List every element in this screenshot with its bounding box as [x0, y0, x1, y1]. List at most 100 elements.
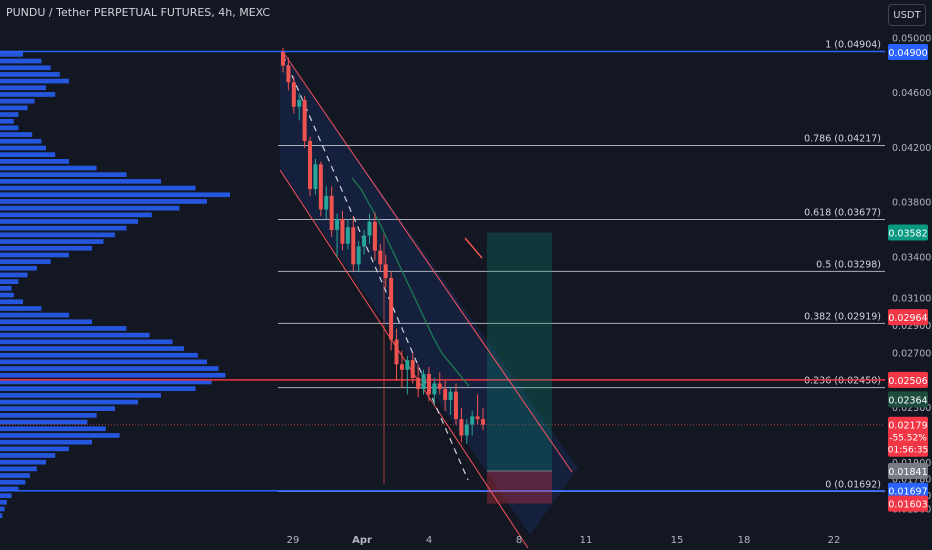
price-tick-label: 0.05000 [892, 33, 931, 44]
candle-body [389, 278, 394, 340]
candle-body [399, 364, 404, 370]
position-stop-zone [487, 470, 552, 504]
volume-profile-bar [0, 513, 3, 518]
candle-body [351, 227, 356, 265]
fib-label: 0.236 (0.02450) [804, 376, 881, 387]
price-badge [888, 44, 928, 60]
price-tick-label: 0.04200 [892, 143, 931, 154]
volume-profile-bar [0, 413, 97, 418]
currency-button[interactable]: USDT [888, 4, 926, 26]
price-badge [888, 462, 928, 479]
volume-profile-bar [0, 112, 19, 117]
candle-body [426, 373, 431, 395]
volume-profile-bar [0, 118, 14, 124]
candle-body [394, 339, 399, 365]
volume-profile-bar [0, 239, 104, 244]
volume-profile-bar [0, 259, 51, 264]
price-badge [888, 309, 928, 326]
candle-body [340, 219, 345, 244]
volume-profile-bar [0, 426, 106, 432]
candle-body [335, 219, 340, 231]
price-tick-label: 0.04600 [892, 88, 931, 99]
candle-body [378, 250, 383, 265]
volume-profile-bar [0, 312, 69, 318]
candles [281, 47, 485, 444]
channel-fill [280, 50, 578, 535]
volume-profile-bar [0, 205, 180, 211]
candle-body [329, 195, 334, 231]
candle-body [324, 195, 329, 210]
volume-profile-bar [0, 199, 207, 204]
volume-profile-bar [0, 339, 173, 345]
fib-label: 0.786 (0.04217) [804, 134, 881, 145]
price-badge-label: 0.02506 [888, 376, 927, 387]
volume-profile-bar [0, 125, 19, 131]
volume-profile-bar [0, 326, 127, 331]
candle-body [448, 391, 453, 400]
price-axis: 0.05000 0.04600 0.04200 0.03800 0.03400 0.031… [888, 33, 932, 515]
volume-profile-bar [0, 192, 230, 198]
time-axis: 29 Apr 4 8 11 15 18 22 [287, 535, 841, 546]
volume-profile-bar [0, 52, 23, 57]
volume-profile-bar [0, 479, 26, 485]
fib-label: 0 (0.01692) [825, 479, 881, 490]
volume-profile-bar [0, 165, 97, 171]
symbol-title: PUNDU / Tether PERPETUAL FUTURES, 4h, ME… [6, 6, 271, 19]
volume-profile-bar [0, 72, 60, 77]
volume-profile-bar [0, 58, 42, 64]
time-tick-label: 4 [426, 535, 432, 546]
volume-profile-bar [0, 179, 161, 184]
price-badge-label: 0.03582 [888, 229, 927, 240]
volume-profile-bar [0, 433, 120, 438]
volume-profile-bar [0, 506, 5, 512]
price-badge-label: 0.01697 [888, 487, 927, 498]
volume-profile-bar [0, 78, 69, 84]
candle-body [302, 99, 307, 142]
last-price-label: 0.02179 [888, 421, 927, 432]
volume-profile-bar [0, 359, 207, 365]
volume-profile-bar [0, 279, 19, 284]
volume-profile-bar [0, 272, 28, 278]
volume-profile-bar [0, 459, 46, 465]
volume-profile-bar [0, 399, 138, 405]
candle-body [286, 65, 291, 83]
price-badge [888, 371, 928, 388]
volume-profile-bar [0, 145, 46, 151]
price-badge-label: 0.02964 [888, 313, 927, 324]
volume-profile-bar [0, 212, 152, 218]
volume-profile-bar [0, 439, 92, 445]
moving-average-line [351, 177, 470, 387]
price-badge-label: 0.04900 [888, 48, 927, 59]
drawn-arrow-line [464, 237, 483, 259]
volume-profile-bar [0, 466, 37, 472]
price-tick-label: 0.02700 [892, 348, 931, 359]
candle-body [410, 360, 415, 378]
volume-profile-bar [0, 379, 212, 385]
volume-profile-bar [0, 245, 92, 251]
price-tick-label: 0.03400 [892, 252, 931, 263]
candle-body [405, 360, 410, 370]
position-target-zone [487, 232, 552, 471]
candle-body [281, 52, 285, 66]
volume-profile-bar [0, 473, 30, 478]
time-tick-label: 8 [516, 535, 522, 546]
volume-profile-bar [0, 319, 92, 325]
candle-body [383, 264, 388, 278]
candle-body [432, 383, 437, 395]
candle-body [362, 235, 367, 247]
time-tick-label: 15 [671, 535, 684, 546]
volume-profile-bar [0, 152, 56, 157]
candle-body [470, 416, 475, 425]
volume-profile-bar [0, 252, 69, 258]
candle-body [372, 221, 377, 251]
price-tick-label: 0.03800 [892, 198, 931, 209]
candle-body [481, 419, 485, 425]
last-price-countdown: 01:56:35 [888, 446, 928, 456]
volume-profile-bar [0, 92, 56, 97]
candle-body [313, 164, 318, 189]
volume-profile-bar [0, 98, 35, 104]
candle-body [297, 99, 302, 107]
projection-dashed-line [282, 54, 469, 481]
